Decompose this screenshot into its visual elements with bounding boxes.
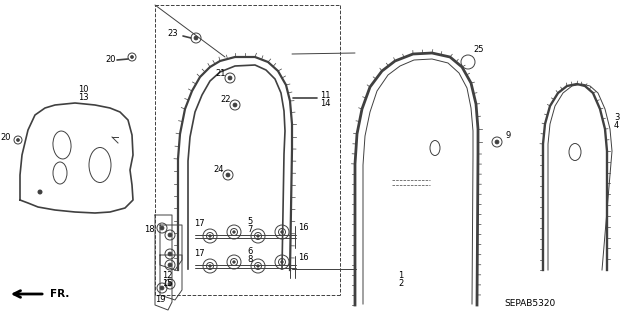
- Circle shape: [38, 189, 42, 195]
- Text: 20: 20: [105, 56, 115, 64]
- Circle shape: [160, 286, 164, 290]
- Text: 15: 15: [162, 278, 173, 287]
- Circle shape: [209, 234, 211, 237]
- Text: 5: 5: [247, 218, 252, 226]
- Text: 22: 22: [220, 95, 230, 105]
- Text: 17: 17: [194, 219, 205, 228]
- Text: 23: 23: [167, 29, 178, 39]
- Text: 24: 24: [213, 166, 223, 174]
- Circle shape: [280, 231, 284, 234]
- Text: 14: 14: [320, 99, 330, 108]
- Text: 16: 16: [298, 224, 308, 233]
- Circle shape: [17, 138, 19, 142]
- Circle shape: [168, 233, 172, 237]
- Circle shape: [160, 226, 164, 230]
- Circle shape: [232, 231, 236, 234]
- Text: 12: 12: [162, 271, 173, 279]
- Circle shape: [131, 56, 134, 58]
- Text: 4: 4: [614, 122, 620, 130]
- Text: 7: 7: [247, 226, 252, 234]
- Circle shape: [257, 234, 259, 237]
- Text: SEPAB5320: SEPAB5320: [504, 299, 556, 308]
- Text: 11: 11: [320, 91, 330, 100]
- Circle shape: [280, 261, 284, 263]
- Circle shape: [194, 36, 198, 40]
- Text: 20: 20: [0, 133, 10, 143]
- Circle shape: [168, 282, 172, 286]
- Text: 1: 1: [398, 271, 403, 279]
- Circle shape: [233, 103, 237, 107]
- Circle shape: [495, 140, 499, 144]
- Circle shape: [228, 76, 232, 80]
- Text: 16: 16: [298, 254, 308, 263]
- Text: 17: 17: [194, 249, 205, 258]
- Text: 9: 9: [505, 130, 510, 139]
- Text: 19: 19: [155, 295, 166, 305]
- Circle shape: [168, 252, 172, 256]
- Circle shape: [257, 264, 259, 267]
- Text: 18: 18: [145, 226, 155, 234]
- Text: 3: 3: [614, 114, 620, 122]
- Text: 21: 21: [215, 69, 225, 78]
- Circle shape: [209, 264, 211, 267]
- Text: 2: 2: [398, 278, 403, 287]
- Text: 13: 13: [78, 93, 88, 102]
- Text: 6: 6: [247, 248, 252, 256]
- Text: 8: 8: [247, 256, 252, 264]
- Text: 10: 10: [78, 85, 88, 94]
- Circle shape: [168, 263, 172, 267]
- Circle shape: [226, 173, 230, 177]
- Circle shape: [232, 261, 236, 263]
- Text: 25: 25: [473, 46, 483, 55]
- Text: FR.: FR.: [50, 289, 69, 299]
